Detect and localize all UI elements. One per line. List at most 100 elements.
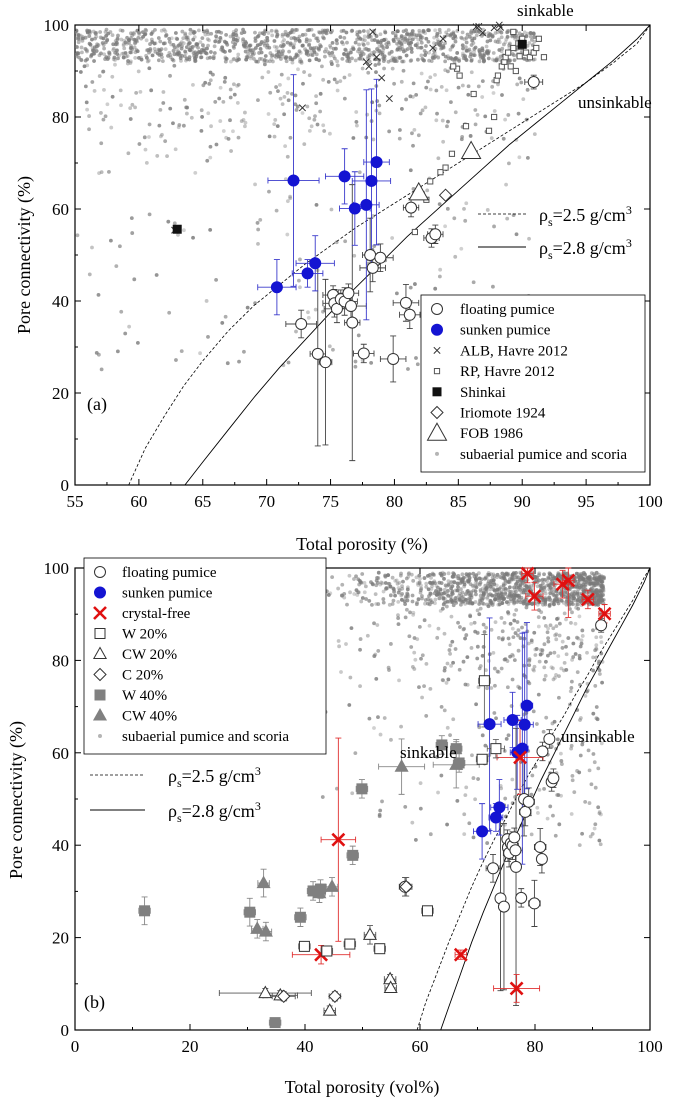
subaerial-dot: [245, 55, 250, 60]
subaerial-dot: [229, 59, 233, 64]
subaerial-dot: [418, 806, 423, 811]
subaerial-dot: [104, 27, 109, 32]
panel-label-b: (b): [84, 992, 105, 1013]
subaerial-dot: [379, 51, 384, 55]
subaerial-dot: [344, 48, 348, 53]
subaerial-dot: [418, 781, 423, 786]
subaerial-dot: [483, 743, 488, 748]
subaerial-dot: [242, 44, 247, 49]
data-point: [478, 675, 490, 687]
subaerial-dot: [556, 616, 561, 621]
y-tick-label: 80: [52, 108, 69, 127]
subaerial-dot: [288, 57, 293, 62]
subaerial-dot: [335, 59, 340, 64]
subaerial-dot: [191, 31, 196, 35]
subaerial-dot: [551, 813, 555, 818]
subaerial-dot: [371, 137, 376, 142]
subaerial-dot: [384, 586, 389, 591]
subaerial-dot: [143, 147, 148, 152]
subaerial-dot: [529, 640, 534, 645]
subaerial-dot: [246, 51, 251, 56]
subaerial-dot: [302, 70, 306, 74]
subaerial-dot: [453, 39, 458, 44]
subaerial-dot: [412, 667, 417, 671]
subaerial-dot: [581, 585, 586, 589]
subaerial-dot: [499, 616, 504, 620]
subaerial-dot: [420, 594, 424, 598]
subaerial-dot: [355, 32, 360, 37]
subaerial-dot: [391, 37, 396, 42]
subaerial-dot: [317, 47, 321, 52]
subaerial-dot: [445, 822, 449, 827]
subaerial-dot: [334, 38, 339, 43]
subaerial-dot: [436, 156, 441, 161]
subaerial-dot: [448, 55, 453, 60]
subaerial-dot: [321, 77, 326, 82]
subaerial-dot: [512, 58, 517, 62]
subaerial-dot: [412, 650, 417, 655]
data-point: [270, 281, 283, 294]
subaerial-dot: [422, 48, 427, 53]
subaerial-dot: [150, 30, 155, 35]
subaerial-dot: [80, 50, 84, 55]
subaerial-dot: [410, 37, 415, 42]
legend-marker: [94, 689, 106, 701]
subaerial-dot: [575, 599, 580, 604]
data-point: [429, 44, 437, 52]
subaerial-dot: [369, 50, 374, 55]
subaerial-dot: [434, 588, 438, 593]
subaerial-dot: [401, 579, 405, 584]
data-points-a: [171, 21, 548, 369]
subaerial-dot: [75, 45, 80, 50]
data-point: [364, 249, 377, 261]
subaerial-dot: [254, 59, 259, 64]
subaerial-dot: [181, 36, 186, 41]
subaerial-dot: [214, 142, 219, 147]
subaerial-dot: [459, 587, 463, 592]
legend-box-b: [83, 557, 327, 755]
data-point: [348, 202, 361, 215]
subaerial-dot: [532, 39, 537, 44]
subaerial-dot: [459, 593, 464, 598]
subaerial-dot: [499, 666, 504, 671]
subaerial-dot: [442, 587, 447, 592]
subaerial-dot: [593, 785, 598, 790]
subaerial-dot: [578, 599, 583, 604]
subaerial-dot: [309, 124, 314, 129]
subaerial-dot: [243, 124, 247, 129]
subaerial-dot: [396, 42, 401, 47]
subaerial-dot: [438, 608, 443, 613]
subaerial-dot: [462, 626, 467, 631]
subaerial-dot: [512, 658, 517, 663]
subaerial-dot: [383, 29, 387, 34]
subaerial-dot: [540, 577, 545, 582]
subaerial-dot: [292, 42, 297, 47]
subaerial-dot: [347, 73, 352, 77]
subaerial-dot: [461, 659, 466, 664]
subaerial-dot: [360, 37, 365, 42]
subaerial-dot: [367, 55, 372, 60]
subaerial-dot: [93, 36, 97, 41]
subaerial-dot: [90, 37, 94, 42]
subaerial-dot: [494, 58, 499, 63]
subaerial-dot: [414, 33, 419, 38]
subaerial-dot: [582, 589, 587, 593]
subaerial-dot: [474, 585, 479, 590]
subaerial-dot: [420, 108, 425, 113]
subaerial-dot: [557, 822, 562, 827]
subaerial-dot: [527, 236, 531, 241]
subaerial-dot: [386, 40, 391, 45]
subaerial-dot: [199, 128, 204, 133]
subaerial-dot: [167, 36, 172, 41]
subaerial-dot: [528, 34, 533, 39]
subaerial-dot: [479, 577, 484, 582]
subaerial-dot: [404, 607, 409, 612]
subaerial-dot: [183, 51, 188, 56]
subaerial-dot: [475, 608, 480, 613]
subaerial-dot: [225, 361, 230, 366]
subaerial-dot: [218, 119, 223, 123]
data-point: [516, 53, 523, 60]
subaerial-dot: [331, 46, 336, 51]
subaerial-dot: [446, 583, 451, 588]
